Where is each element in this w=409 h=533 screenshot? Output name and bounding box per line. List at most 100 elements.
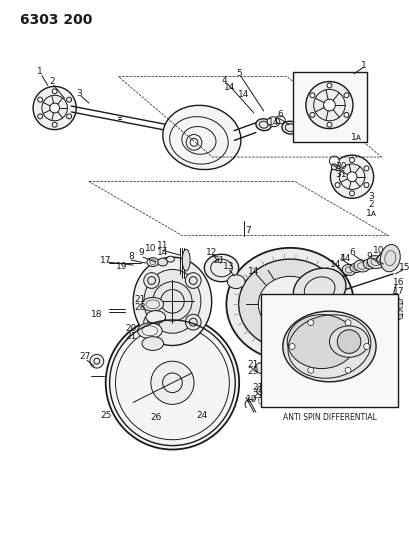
Circle shape bbox=[52, 89, 57, 94]
Ellipse shape bbox=[182, 249, 190, 271]
Ellipse shape bbox=[362, 259, 375, 269]
Bar bbox=[292, 72, 366, 142]
Text: 14: 14 bbox=[247, 268, 259, 277]
Circle shape bbox=[344, 367, 350, 373]
Ellipse shape bbox=[366, 256, 383, 269]
Text: 11: 11 bbox=[157, 241, 168, 250]
Ellipse shape bbox=[282, 311, 375, 382]
Ellipse shape bbox=[329, 326, 368, 357]
Text: 1: 1 bbox=[360, 61, 366, 70]
Text: 3: 3 bbox=[368, 192, 373, 201]
Circle shape bbox=[330, 164, 337, 170]
Text: 30: 30 bbox=[335, 163, 346, 172]
Text: 6: 6 bbox=[277, 110, 283, 119]
Circle shape bbox=[326, 83, 331, 88]
Ellipse shape bbox=[256, 385, 274, 397]
Ellipse shape bbox=[267, 368, 287, 381]
Ellipse shape bbox=[162, 106, 240, 169]
Circle shape bbox=[185, 314, 200, 330]
Text: 21: 21 bbox=[212, 256, 224, 264]
Circle shape bbox=[349, 158, 354, 163]
Ellipse shape bbox=[276, 372, 293, 382]
Circle shape bbox=[67, 97, 72, 102]
Ellipse shape bbox=[133, 257, 211, 345]
Text: 10: 10 bbox=[372, 246, 383, 255]
Text: 17: 17 bbox=[100, 256, 111, 264]
Circle shape bbox=[363, 344, 369, 350]
Ellipse shape bbox=[166, 256, 174, 262]
Bar bbox=[260, 294, 397, 407]
Circle shape bbox=[334, 183, 339, 188]
Text: 10: 10 bbox=[145, 244, 156, 253]
Ellipse shape bbox=[204, 254, 238, 282]
Text: 9: 9 bbox=[138, 248, 144, 257]
Circle shape bbox=[326, 122, 331, 127]
Ellipse shape bbox=[342, 264, 355, 276]
Text: 21: 21 bbox=[252, 383, 263, 392]
Text: 18: 18 bbox=[91, 310, 102, 319]
Text: 15: 15 bbox=[398, 263, 409, 272]
Ellipse shape bbox=[283, 374, 302, 386]
Circle shape bbox=[370, 306, 375, 312]
Circle shape bbox=[343, 112, 348, 117]
Circle shape bbox=[144, 273, 159, 288]
Ellipse shape bbox=[349, 263, 361, 272]
Text: 1: 1 bbox=[37, 67, 43, 76]
Ellipse shape bbox=[238, 259, 341, 350]
Ellipse shape bbox=[254, 362, 272, 374]
Ellipse shape bbox=[144, 270, 200, 333]
Ellipse shape bbox=[292, 376, 308, 387]
Circle shape bbox=[380, 295, 385, 300]
Ellipse shape bbox=[353, 260, 369, 272]
Text: 4: 4 bbox=[221, 76, 227, 85]
Circle shape bbox=[38, 97, 43, 102]
Circle shape bbox=[363, 183, 368, 188]
Circle shape bbox=[349, 191, 354, 196]
Circle shape bbox=[329, 156, 338, 166]
Circle shape bbox=[185, 273, 200, 288]
Circle shape bbox=[323, 99, 335, 111]
Ellipse shape bbox=[157, 258, 167, 266]
Circle shape bbox=[305, 82, 352, 128]
Circle shape bbox=[144, 314, 159, 330]
Circle shape bbox=[52, 122, 57, 127]
Ellipse shape bbox=[375, 255, 389, 265]
Text: 17: 17 bbox=[392, 287, 404, 296]
Text: 21: 21 bbox=[304, 361, 316, 369]
Ellipse shape bbox=[146, 257, 158, 266]
Circle shape bbox=[363, 166, 368, 171]
Circle shape bbox=[389, 319, 394, 324]
Text: 32: 32 bbox=[372, 393, 383, 402]
Circle shape bbox=[330, 155, 373, 198]
Text: 8: 8 bbox=[128, 252, 134, 261]
Text: 21: 21 bbox=[125, 332, 137, 341]
Ellipse shape bbox=[137, 323, 162, 338]
Ellipse shape bbox=[292, 268, 345, 311]
Circle shape bbox=[151, 361, 193, 405]
Circle shape bbox=[307, 320, 313, 326]
Text: 6: 6 bbox=[348, 248, 354, 257]
Circle shape bbox=[106, 316, 238, 449]
Text: 5: 5 bbox=[236, 69, 241, 78]
Text: 3: 3 bbox=[76, 89, 82, 98]
Text: 9: 9 bbox=[366, 252, 372, 261]
Text: 14: 14 bbox=[223, 83, 234, 92]
Circle shape bbox=[334, 166, 339, 171]
Text: 23: 23 bbox=[252, 391, 263, 400]
Circle shape bbox=[67, 114, 72, 119]
Text: 8: 8 bbox=[306, 337, 312, 346]
Text: 14: 14 bbox=[238, 90, 249, 99]
Text: 4: 4 bbox=[339, 254, 344, 263]
Ellipse shape bbox=[226, 248, 353, 361]
Text: 19: 19 bbox=[245, 395, 257, 404]
Text: 20: 20 bbox=[125, 324, 137, 333]
Text: 14: 14 bbox=[157, 248, 168, 257]
Circle shape bbox=[49, 103, 59, 113]
Text: 19: 19 bbox=[115, 262, 127, 271]
Circle shape bbox=[337, 330, 360, 353]
Text: 13: 13 bbox=[222, 262, 234, 271]
Text: 21: 21 bbox=[134, 295, 145, 304]
Ellipse shape bbox=[281, 121, 298, 134]
Text: 1ᴀ: 1ᴀ bbox=[351, 133, 362, 142]
Text: 14: 14 bbox=[267, 118, 279, 127]
